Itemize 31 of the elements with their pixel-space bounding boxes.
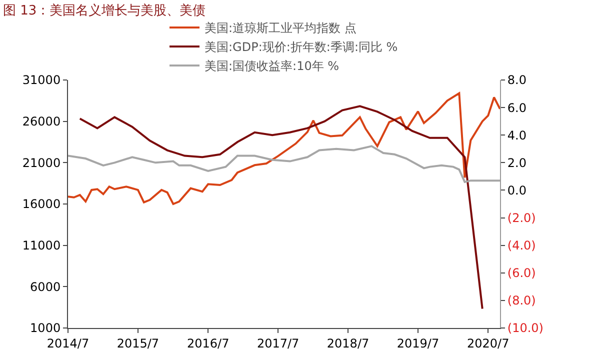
y2-tick-label: 8.0	[507, 73, 526, 88]
y-tick-label: 21000	[22, 156, 61, 170]
y-tick-label: 26000	[22, 114, 61, 129]
x-tick-label: 2015/7	[116, 336, 160, 350]
y2-tick-label: 6.0	[507, 100, 526, 115]
y2-tick-label: (8.0)	[507, 294, 536, 308]
line-series	[78, 105, 484, 310]
x-tick-label: 2016/7	[186, 336, 230, 350]
line-series	[68, 92, 500, 205]
y-tick-label: 1000	[30, 321, 61, 336]
legend-label: 美国:国债收益率:10年 %	[204, 59, 340, 74]
y2-tick-label: (6.0)	[507, 266, 536, 280]
y-tick-label: 31000	[22, 73, 61, 88]
line-series	[68, 145, 500, 183]
x-tick-label: 2014/7	[46, 336, 90, 350]
y2-tick-label: (2.0)	[507, 210, 536, 225]
y2-tick-label: (4.0)	[507, 238, 536, 253]
legend-label: 美国:GDP:现价:折年数:季调:同比 %	[204, 40, 398, 54]
y-tick-label: 11000	[22, 238, 61, 253]
x-tick-label: 2019/7	[396, 336, 440, 350]
y2-tick-label: 0.0	[507, 183, 526, 198]
y-tick-label: 6000	[30, 280, 61, 294]
x-tick-label: 2018/7	[326, 336, 370, 350]
x-tick-label: 2020/7	[467, 336, 510, 350]
y2-tick-label: 2.0	[507, 156, 526, 170]
y2-tick-label: 4.0	[507, 128, 526, 142]
y2-tick-label: (10.0)	[507, 321, 544, 336]
y-tick-label: 16000	[22, 197, 61, 212]
legend-label: 美国:道琼斯工业平均指数 点	[204, 21, 356, 36]
chart-title: 图 13：美国名义增长与美股、美债	[3, 2, 206, 18]
x-tick-label: 2017/7	[256, 336, 300, 350]
